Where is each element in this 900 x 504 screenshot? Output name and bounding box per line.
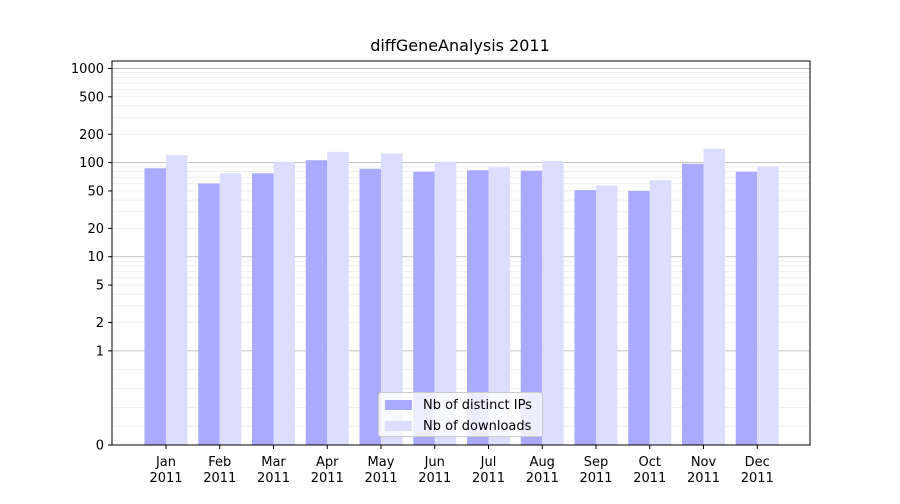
legend: Nb of distinct IPs Nb of downloads <box>378 392 543 437</box>
x-tick-label-month: Sep <box>584 455 609 470</box>
x-tick-label-year: 2011 <box>203 471 236 486</box>
x-tick-label-year: 2011 <box>149 471 182 486</box>
bar-downloads <box>327 151 349 446</box>
x-tick-label-year: 2011 <box>257 471 290 486</box>
y-tick-label: 100 <box>79 156 104 171</box>
bar-downloads <box>273 161 295 445</box>
legend-swatch-downloads <box>385 421 412 431</box>
x-tick-label-month: Nov <box>691 455 717 470</box>
y-tick-label: 20 <box>87 222 104 237</box>
bar-downloads <box>542 160 564 445</box>
x-tick-label-month: Jun <box>424 455 445 470</box>
bar-downloads <box>488 167 510 446</box>
x-tick-label-month: Apr <box>316 455 339 470</box>
bar-distinct-ips <box>198 183 220 445</box>
bar-distinct-ips <box>467 170 489 445</box>
x-tick-label-year: 2011 <box>418 471 451 486</box>
x-tick-label-year: 2011 <box>633 471 666 486</box>
x-tick-label-month: Aug <box>530 455 555 470</box>
bar-downloads <box>596 185 618 446</box>
bar-distinct-ips <box>628 190 650 445</box>
y-tick-label: 1 <box>96 344 104 359</box>
y-tick-label: 200 <box>79 128 104 143</box>
bar-downloads <box>649 180 672 445</box>
legend-swatch-distinct-ips <box>385 400 412 410</box>
plot-frame <box>111 60 811 446</box>
x-tick-label-month: Oct <box>639 455 661 470</box>
y-tick-label: 5 <box>96 279 104 294</box>
y-tick-label: 0 <box>96 439 104 454</box>
x-tick-label-year: 2011 <box>364 471 397 486</box>
x-tick-label-year: 2011 <box>526 471 559 486</box>
x-tick-label-month: May <box>368 455 395 470</box>
bar-distinct-ips <box>359 168 381 445</box>
bar-distinct-ips <box>144 168 166 446</box>
bar-downloads <box>219 173 242 445</box>
bar-distinct-ips <box>520 170 543 445</box>
bar-layer <box>144 148 779 446</box>
bar-downloads <box>703 148 725 445</box>
bar-distinct-ips <box>735 171 758 445</box>
x-tick-label-month: Feb <box>208 455 231 470</box>
x-tick-label-month: Jan <box>155 455 176 470</box>
bar-distinct-ips <box>305 160 328 445</box>
legend-label-distinct-ips: Nb of distinct IPs <box>423 397 532 413</box>
x-tick-label-year: 2011 <box>687 471 720 486</box>
x-tick-label-month: Mar <box>261 455 286 470</box>
bar-distinct-ips <box>252 173 274 445</box>
x-tick-label-year: 2011 <box>311 471 344 486</box>
legend-item-distinct-ips: Nb of distinct IPs <box>385 396 532 414</box>
x-tick-label-month: Jul <box>480 455 497 470</box>
bar-downloads <box>434 161 457 445</box>
x-axis: Jan2011Feb2011Mar2011Apr2011May2011Jun20… <box>149 445 774 486</box>
bar-distinct-ips <box>682 163 704 446</box>
legend-label-downloads: Nb of downloads <box>423 418 532 434</box>
chart-title: diffGeneAnalysis 2011 <box>370 36 550 55</box>
y-tick-label: 1000 <box>71 62 104 77</box>
legend-item-downloads: Nb of downloads <box>385 417 531 435</box>
x-tick-label-year: 2011 <box>741 471 774 486</box>
x-tick-label-year: 2011 <box>579 471 612 486</box>
y-tick-label: 10 <box>87 250 104 265</box>
bar-distinct-ips <box>413 171 435 445</box>
y-tick-label: 500 <box>79 90 104 105</box>
bar-downloads <box>166 155 188 445</box>
y-axis: 0 1 2 5 10 20 50 100 200 500 1000 <box>71 62 112 454</box>
bar-distinct-ips <box>574 190 596 445</box>
x-tick-label-year: 2011 <box>472 471 505 486</box>
y-tick-label: 50 <box>87 184 104 199</box>
bar-downloads <box>757 166 779 445</box>
bar-downloads <box>381 153 403 446</box>
y-tick-label: 2 <box>96 316 104 331</box>
x-tick-label-month: Dec <box>745 455 770 470</box>
